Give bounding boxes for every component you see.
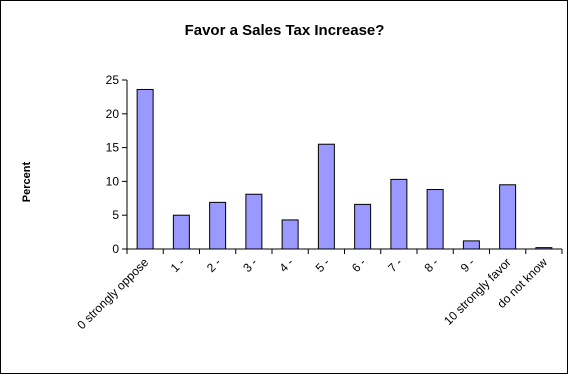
bar bbox=[354, 203, 372, 250]
x-tick-label: 0 strongly oppose bbox=[74, 255, 151, 332]
x-tick-label: 4 - bbox=[276, 255, 296, 275]
y-tick-label: 0 bbox=[112, 242, 119, 256]
bar bbox=[317, 143, 335, 250]
bar bbox=[281, 219, 299, 250]
x-tick-label: 2 - bbox=[204, 255, 224, 275]
y-tick-label: 15 bbox=[106, 141, 120, 155]
x-tick-label: 6 - bbox=[349, 255, 369, 275]
x-tick-label: 7 - bbox=[385, 255, 405, 275]
x-tick-label: 5 - bbox=[313, 255, 333, 275]
bar bbox=[390, 178, 408, 250]
bar bbox=[209, 201, 227, 250]
bar bbox=[172, 214, 190, 250]
y-tick-label: 10 bbox=[106, 174, 120, 188]
x-tick-label: 9 - bbox=[458, 255, 478, 275]
x-tick-label: 3 - bbox=[240, 255, 260, 275]
chart-title: Favor a Sales Tax Increase? bbox=[184, 22, 385, 39]
bar bbox=[499, 184, 517, 250]
bar bbox=[535, 247, 553, 250]
y-tick-label: 20 bbox=[106, 107, 120, 121]
bar bbox=[245, 193, 263, 250]
bar bbox=[462, 240, 480, 250]
x-tick-label: 8 - bbox=[421, 255, 441, 275]
bar bbox=[426, 189, 444, 250]
y-tick-label: 5 bbox=[112, 208, 119, 222]
bar bbox=[136, 88, 154, 250]
x-tick-label: 1 - bbox=[168, 255, 188, 275]
y-tick-label: 25 bbox=[106, 73, 120, 87]
